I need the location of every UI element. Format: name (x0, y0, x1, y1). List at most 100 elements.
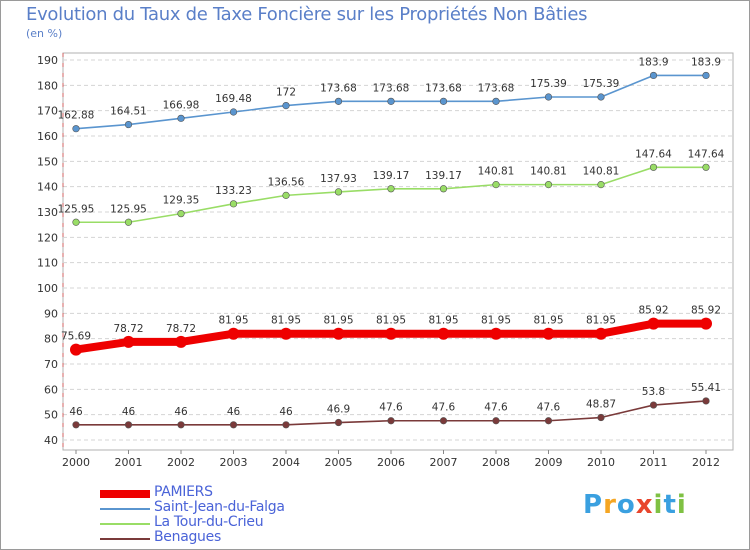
data-point (177, 421, 185, 429)
y-tick-label: 150 (37, 155, 58, 168)
legend-swatch (100, 508, 150, 510)
data-label: 81.95 (218, 315, 248, 327)
x-tick-label: 2001 (115, 456, 143, 469)
data-label: 81.95 (376, 315, 406, 327)
x-tick-label: 2000 (62, 456, 90, 469)
data-label: 46 (69, 406, 83, 418)
data-label: 47.6 (537, 402, 561, 414)
data-label: 183.9 (638, 56, 668, 68)
x-tick-label: 2008 (482, 456, 510, 469)
data-point (544, 181, 553, 189)
data-point (597, 181, 605, 189)
data-label: 139.17 (425, 170, 462, 182)
data-point (492, 181, 500, 189)
legend-label: La Tour-du-Crieu (154, 514, 264, 530)
data-point (387, 185, 395, 193)
data-point (334, 418, 343, 427)
data-label: 46 (279, 406, 293, 418)
data-label: 175.39 (583, 78, 620, 90)
data-point (70, 343, 82, 356)
x-tick-label: 2009 (535, 456, 563, 469)
x-tick-label: 2006 (377, 456, 405, 469)
data-label: 47.6 (379, 402, 403, 414)
data-point (387, 97, 395, 105)
y-tick-label: 130 (37, 206, 58, 219)
data-point (700, 317, 712, 330)
plot-area (62, 52, 734, 451)
legend-label: Benagues (154, 529, 221, 545)
data-point (177, 114, 185, 122)
data-label: 173.68 (478, 82, 515, 94)
data-label: 85.92 (638, 305, 668, 317)
data-label: 78.72 (166, 323, 196, 335)
data-label: 166.98 (163, 99, 200, 111)
data-label: 164.51 (110, 106, 147, 118)
data-label: 133.23 (215, 185, 252, 197)
data-label: 173.68 (425, 82, 462, 94)
y-tick-label: 160 (37, 130, 58, 143)
x-tick-label: 2003 (220, 456, 248, 469)
data-label: 81.95 (323, 315, 353, 327)
data-label: 47.6 (432, 402, 456, 414)
data-label: 173.68 (320, 82, 357, 94)
logo-letter: P (583, 490, 604, 520)
y-tick-label: 80 (44, 333, 58, 346)
x-tick-label: 2005 (325, 456, 353, 469)
y-tick-label: 90 (44, 307, 58, 320)
data-point (177, 210, 185, 218)
legend-swatch (100, 490, 150, 498)
data-point (385, 327, 397, 340)
data-label: 125.95 (58, 203, 95, 215)
data-point (490, 327, 502, 340)
y-tick-label: 70 (44, 358, 58, 371)
data-label: 81.95 (586, 315, 616, 327)
data-label: 81.95 (271, 315, 301, 327)
data-point (544, 93, 553, 101)
x-tick-label: 2010 (587, 456, 615, 469)
data-point (702, 71, 710, 80)
data-point (124, 218, 133, 226)
data-label: 81.95 (428, 315, 458, 327)
data-point (439, 97, 448, 105)
data-point (542, 327, 555, 340)
data-point (334, 188, 343, 196)
data-point (332, 327, 345, 340)
data-label: 48.87 (586, 399, 616, 411)
data-label: 147.64 (688, 148, 725, 160)
data-label: 140.81 (478, 166, 515, 178)
data-point (649, 163, 658, 171)
logo-letter: t (663, 490, 677, 520)
data-point (492, 97, 500, 105)
data-point (175, 335, 187, 348)
y-tick-label: 140 (37, 181, 58, 194)
data-label: 125.95 (110, 203, 147, 215)
x-tick-label: 2004 (272, 456, 300, 469)
data-label: 78.72 (113, 323, 143, 335)
data-label: 140.81 (583, 166, 620, 178)
data-label: 137.93 (320, 173, 357, 185)
data-point (229, 108, 238, 116)
data-point (439, 185, 448, 193)
data-point (72, 421, 80, 429)
x-tick-label: 2011 (640, 456, 668, 469)
y-tick-label: 50 (44, 409, 58, 422)
data-point (124, 421, 133, 429)
data-point (122, 335, 135, 348)
proxiti-logo: Proxiti (583, 490, 687, 520)
data-label: 75.69 (61, 331, 91, 343)
y-tick-label: 60 (44, 383, 58, 396)
y-tick-label: 190 (37, 54, 58, 67)
logo-letter: x (635, 490, 654, 520)
y-tick-label: 180 (37, 79, 58, 92)
data-point (229, 421, 238, 429)
data-label: 139.17 (373, 170, 410, 182)
data-point (227, 327, 240, 340)
data-point (282, 191, 290, 199)
x-tick-label: 2007 (430, 456, 458, 469)
data-label: 173.68 (373, 82, 410, 94)
data-point (595, 327, 607, 340)
y-tick-label: 170 (37, 105, 58, 118)
data-point (597, 413, 605, 422)
x-tick-label: 2002 (167, 456, 195, 469)
